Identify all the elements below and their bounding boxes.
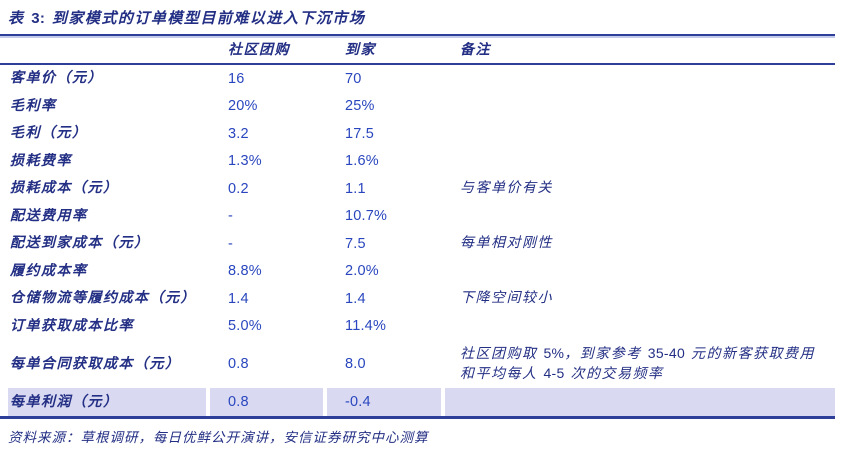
cell-metric-label: 每单合同获取成本（元）	[10, 355, 181, 372]
table-body: 客单价（元） 16 70 毛利率 20% 25% 毛利（元） 3.2 17.5 …	[0, 65, 835, 416]
cell-community-value: 8.8%	[228, 263, 262, 280]
cell-home-value: 2.0%	[345, 263, 379, 280]
table-row: 客单价（元） 16 70	[0, 65, 835, 93]
cell-community-value: 0.8	[228, 356, 249, 372]
table-row: 每单合同获取成本（元） 0.8 8.0 社区团购取 5%，到家参考 35-40 …	[0, 340, 835, 388]
table-header-row: 社区团购 到家 备注	[0, 36, 835, 65]
source-note: 资料来源：草根调研，每日优鲜公开演讲，安信证券研究中心测算	[8, 430, 429, 446]
cell-note: 与客单价有关	[460, 180, 553, 197]
cell-note	[445, 102, 835, 110]
cell-home-value: 10.7%	[345, 208, 388, 225]
cell-community-value: -	[228, 208, 234, 225]
cell-metric-label: 毛利（元）	[10, 125, 88, 142]
cell-note	[445, 388, 835, 416]
cell-community-value: 20%	[228, 98, 258, 115]
cell-metric-label: 损耗成本（元）	[10, 180, 119, 197]
cell-note: 下降空间较小	[460, 290, 553, 307]
cell-home-value: 25%	[345, 98, 375, 115]
cell-metric-label: 毛利率	[10, 97, 57, 114]
col-header-notes: 备注	[460, 41, 491, 58]
table-row: 每单利润（元） 0.8 -0.4	[0, 388, 835, 416]
cell-community-value: 1.3%	[228, 153, 262, 170]
cell-community-value: 0.2	[228, 180, 249, 197]
cell-community-value: 0.8	[210, 388, 327, 416]
col-header-home-delivery: 到家	[345, 41, 376, 58]
cell-community-value: 5.0%	[228, 318, 262, 335]
table-row: 配送费用率 - 10.7%	[0, 203, 835, 231]
cell-home-value: 70	[345, 70, 362, 87]
cell-metric-label: 仓储物流等履约成本（元）	[10, 290, 196, 307]
cell-note	[445, 322, 835, 330]
cell-metric-label: 履约成本率	[10, 262, 88, 279]
table-row: 仓储物流等履约成本（元） 1.4 1.4 下降空间较小	[0, 285, 835, 313]
cell-note	[445, 212, 835, 220]
cell-home-value: 8.0	[345, 356, 366, 372]
cell-home-value: 1.4	[345, 290, 366, 307]
cell-metric-label: 配送到家成本（元）	[10, 235, 150, 252]
cell-home-value: 17.5	[345, 125, 375, 142]
col-header-community-group-buying: 社区团购	[228, 41, 290, 58]
cell-note	[445, 267, 835, 275]
cell-community-value: 3.2	[228, 125, 249, 142]
table-bottom-rule	[0, 416, 835, 419]
cell-note	[445, 157, 835, 165]
research-report-table: 表 3: 到家模式的订单模型目前难以进入下沉市场 社区团购 到家 备注 客单价（…	[0, 6, 835, 446]
cell-note	[445, 130, 835, 138]
table-row: 损耗费率 1.3% 1.6%	[0, 148, 835, 176]
cell-metric-label: 损耗费率	[10, 152, 72, 169]
cell-home-value: 1.6%	[345, 153, 379, 170]
table-title: 表 3: 到家模式的订单模型目前难以进入下沉市场	[8, 9, 366, 27]
table-row: 订单获取成本比率 5.0% 11.4%	[0, 313, 835, 341]
table-title-bar: 表 3: 到家模式的订单模型目前难以进入下沉市场	[0, 6, 835, 36]
cell-home-value: 7.5	[345, 235, 366, 252]
cell-note: 社区团购取 5%，到家参考 35-40 元的新客获取费用和平均每人 4-5 次的…	[460, 345, 816, 382]
table-row: 毛利率 20% 25%	[0, 93, 835, 121]
cell-community-value: 16	[228, 70, 245, 87]
table-row: 履约成本率 8.8% 2.0%	[0, 258, 835, 286]
cell-home-value: 11.4%	[345, 318, 387, 335]
cell-note	[445, 75, 835, 83]
table-row: 配送到家成本（元） - 7.5 每单相对刚性	[0, 230, 835, 258]
cell-home-value: -0.4	[327, 388, 445, 416]
table-row: 损耗成本（元） 0.2 1.1 与客单价有关	[0, 175, 835, 203]
cell-metric-label: 订单获取成本比率	[10, 317, 134, 334]
table-row: 毛利（元） 3.2 17.5	[0, 120, 835, 148]
cell-metric-label: 每单利润（元）	[8, 388, 210, 416]
cell-home-value: 1.1	[345, 180, 366, 197]
cell-note: 每单相对刚性	[460, 235, 553, 252]
cell-metric-label: 配送费用率	[10, 207, 88, 224]
cell-community-value: 1.4	[228, 290, 249, 307]
cell-community-value: -	[228, 235, 234, 252]
cell-metric-label: 客单价（元）	[10, 70, 103, 87]
